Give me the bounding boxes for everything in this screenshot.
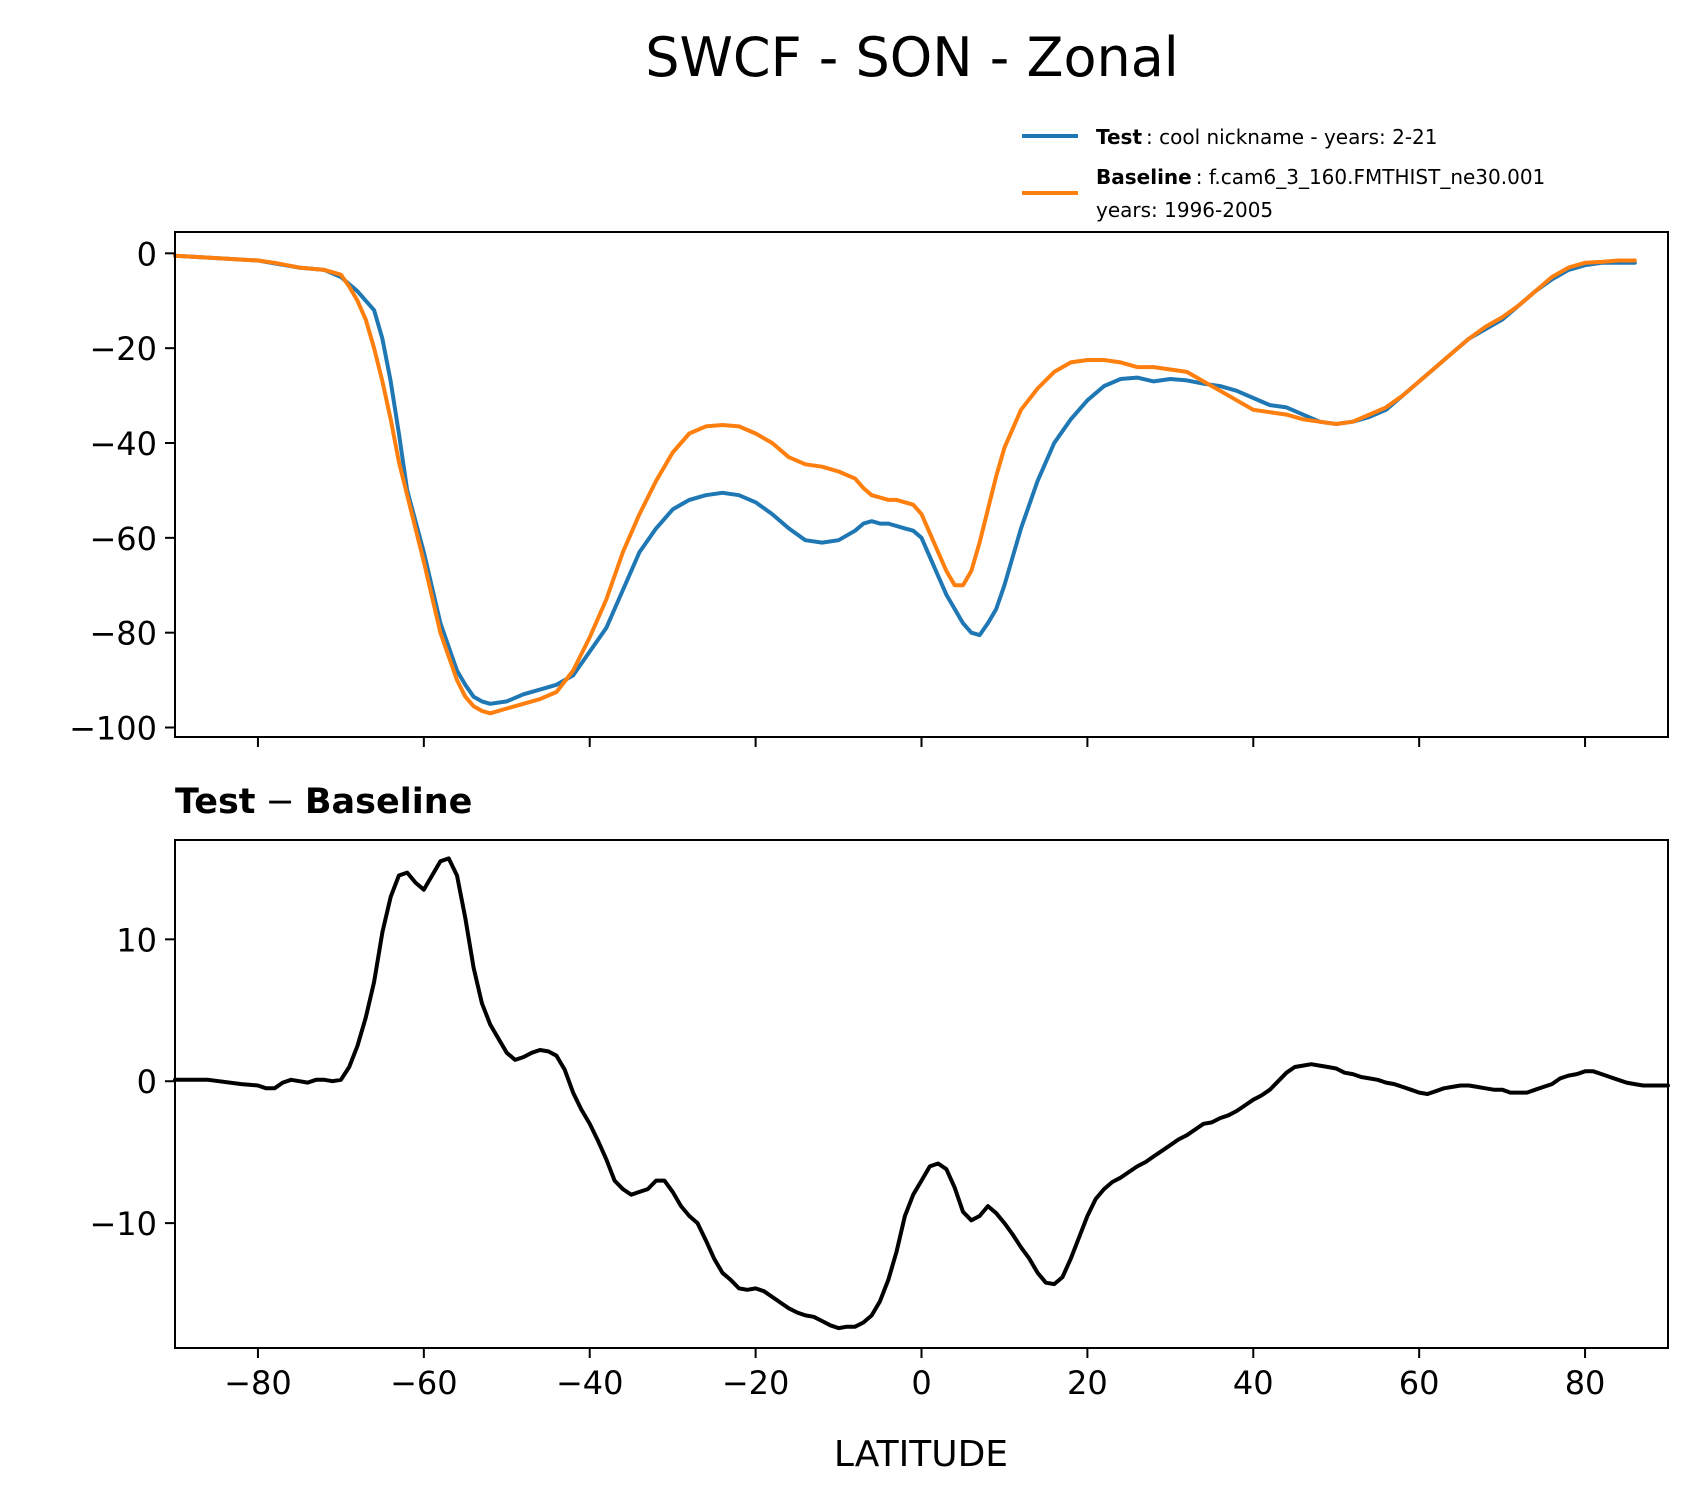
bottom-axes: 10 0 −10 −80 −60 −40 −20 0 20 40 60 80 xyxy=(89,839,1670,1402)
bottom-xtick-label: −60 xyxy=(390,1364,458,1402)
difference-title-baseline: Baseline xyxy=(305,782,473,822)
bottom-series-test-baseline xyxy=(173,856,1670,1331)
difference-panel-title: Test − Baseline xyxy=(175,782,472,822)
legend-baseline-label: Baseline: f.cam6_3_160.FMTHIST_ne30.001 xyxy=(1096,165,1545,189)
difference-title-minus: − xyxy=(266,782,295,822)
top-ytick-label: −60 xyxy=(89,520,157,558)
bottom-plot-frame xyxy=(174,839,1669,1349)
bottom-ytick-label: 10 xyxy=(116,921,157,959)
chart-title: SWCF - SON - Zonal xyxy=(645,26,1179,89)
legend-test-label: Test: cool nickname - years: 2-21 xyxy=(1096,125,1437,149)
legend: Test: cool nickname - years: 2-21 Baseli… xyxy=(1022,125,1545,222)
legend-baseline-name: Baseline xyxy=(1096,165,1192,189)
bottom-xtick-label: 0 xyxy=(911,1364,931,1402)
x-axis-label: LATITUDE xyxy=(834,1434,1008,1475)
top-series-test xyxy=(173,253,1637,706)
bottom-ytick-label: 0 xyxy=(137,1063,157,1101)
top-series-baseline xyxy=(173,253,1637,716)
bottom-xtick-label: 20 xyxy=(1067,1364,1108,1402)
legend-test-desc: : cool nickname - years: 2-21 xyxy=(1146,125,1437,149)
bottom-xtick-label: 80 xyxy=(1565,1364,1606,1402)
top-ytick-label: −80 xyxy=(89,615,157,653)
top-axes: 0 −20 −40 −60 −80 −100 xyxy=(69,231,1669,748)
top-plot-frame xyxy=(174,231,1669,738)
difference-title-test: Test xyxy=(175,782,256,822)
legend-test-name: Test xyxy=(1096,125,1142,149)
bottom-xtick-label: −80 xyxy=(224,1364,292,1402)
top-ytick-label: 0 xyxy=(137,235,157,273)
bottom-xtick-label: 40 xyxy=(1233,1364,1274,1402)
top-ytick-label: −20 xyxy=(89,330,157,368)
bottom-xtick-label: 60 xyxy=(1399,1364,1440,1402)
top-ticks-group: 0 −20 −40 −60 −80 −100 xyxy=(69,235,1587,748)
bottom-ytick-label: −10 xyxy=(89,1205,157,1243)
top-ytick-label: −40 xyxy=(89,425,157,463)
bottom-xtick-label: −40 xyxy=(556,1364,624,1402)
top-series-group xyxy=(173,253,1637,716)
legend-baseline-desc: : f.cam6_3_160.FMTHIST_ne30.001 xyxy=(1196,165,1546,189)
bottom-xtick-label: −20 xyxy=(722,1364,790,1402)
bottom-series-group xyxy=(173,856,1670,1331)
top-ytick-label: −100 xyxy=(69,710,157,748)
legend-baseline-years: years: 1996-2005 xyxy=(1096,198,1273,222)
bottom-ticks-group: 10 0 −10 −80 −60 −40 −20 0 20 40 60 80 xyxy=(89,921,1605,1402)
